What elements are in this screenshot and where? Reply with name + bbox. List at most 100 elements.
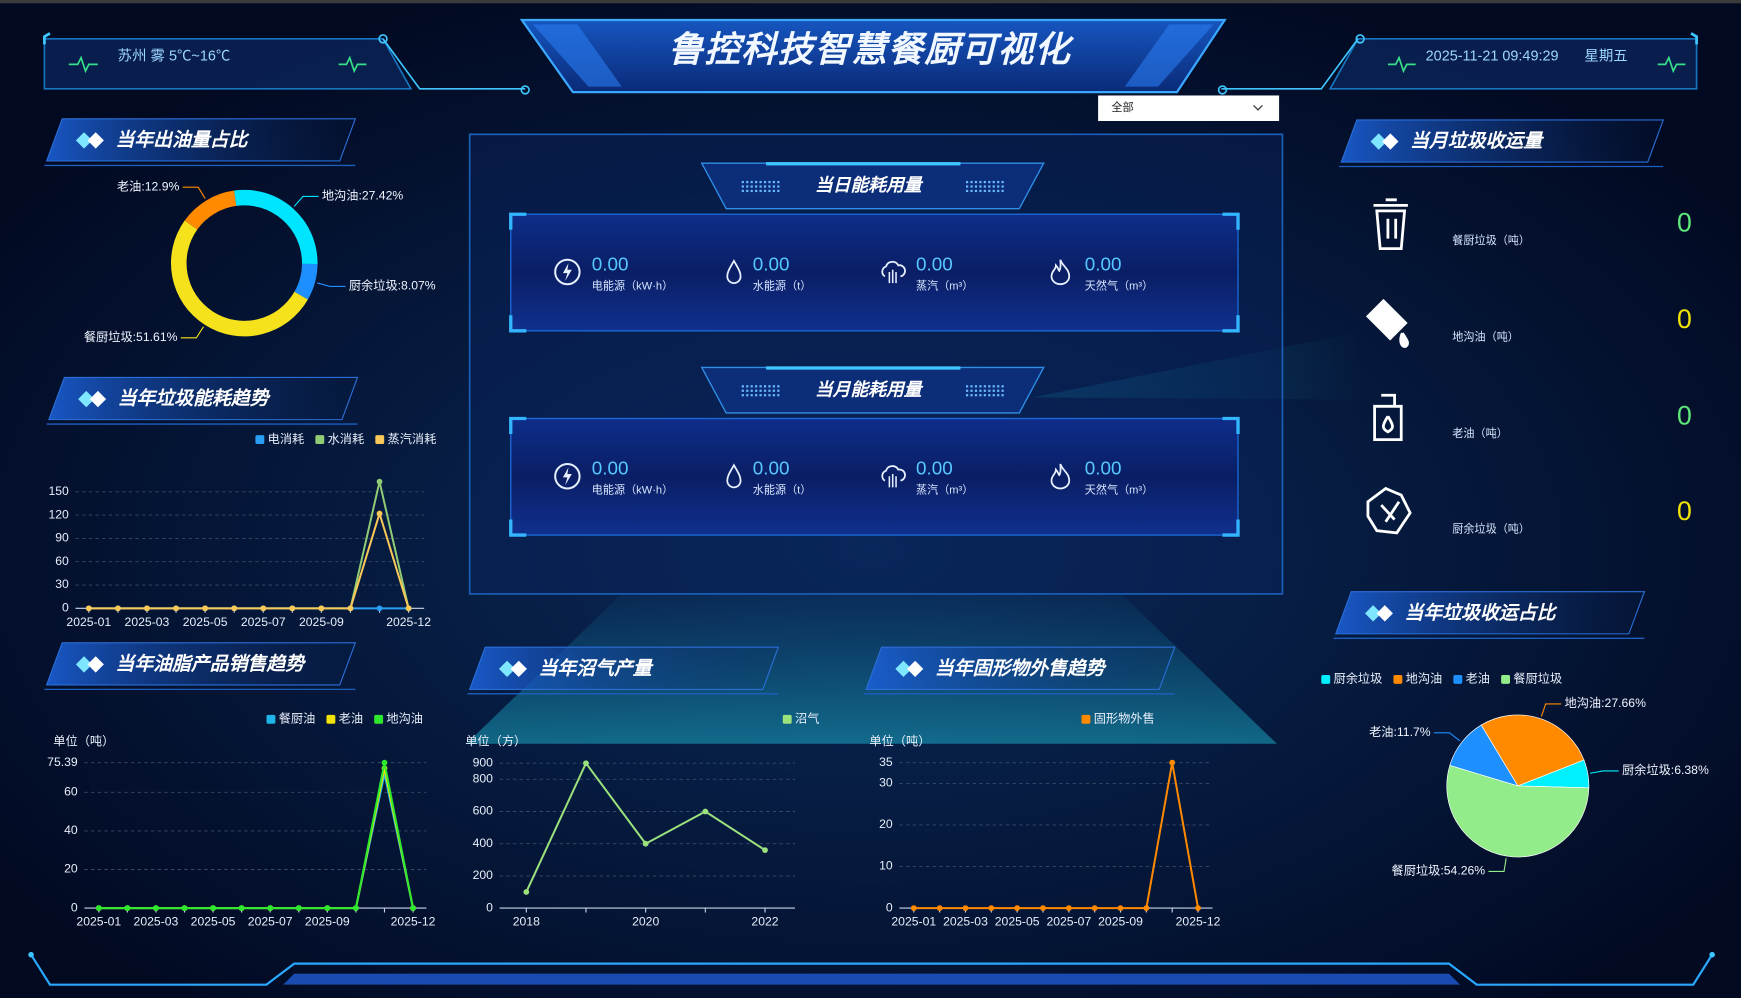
dropdown-box[interactable] (1098, 95, 1280, 122)
line-point (260, 605, 267, 612)
legend-label: 电消耗 (268, 432, 305, 446)
box-corner (509, 519, 527, 537)
legend-label: 蒸汽消耗 (388, 431, 437, 446)
dot-pattern (750, 185, 753, 188)
datetime: 2025-11-21 09:49:29 (1426, 48, 1559, 64)
line-point (1169, 759, 1176, 766)
label-line (1433, 732, 1461, 742)
dot-pattern (763, 394, 767, 397)
panel-title: 当年垃圾收运占比 (1405, 602, 1558, 623)
line-point (1117, 905, 1124, 911)
dot-pattern (759, 385, 762, 388)
energy-value: 0.00 (916, 458, 953, 479)
dot-pattern (755, 389, 758, 392)
filter-dropdown[interactable]: 全部 (1098, 95, 1280, 122)
dot-pattern (763, 389, 767, 392)
dot-pattern (741, 185, 744, 188)
line-point (1195, 905, 1201, 911)
energy-value: 0.00 (1085, 253, 1122, 274)
line-point (910, 905, 917, 911)
dot-pattern (1001, 185, 1004, 188)
trash-icon (1373, 198, 1408, 251)
dot-pattern (965, 385, 969, 388)
dot-pattern (970, 389, 973, 392)
dot-pattern (979, 394, 982, 397)
line-series (88, 510, 410, 610)
energy-label: 天然气（m³） (1085, 278, 1153, 292)
collection-value: 0 (1677, 304, 1692, 334)
dot-pattern (763, 185, 767, 188)
x-tick-label: 2025-07 (248, 915, 293, 929)
x-tick-label: 2025-01 (76, 915, 121, 929)
energy-title-glow (766, 162, 961, 166)
y-tick-label: 30 (879, 776, 893, 790)
energy-panels: 当日能耗用量 0.00 电能源（kW·h） 0.00 水能源（t） 0.00 蒸汽（m³） 0… (509, 162, 1240, 537)
dot-pattern (772, 394, 776, 397)
dot-pattern (777, 180, 780, 184)
collection-label: 地沟油（吨） (1452, 329, 1519, 343)
legend-label: 地沟油 (386, 712, 423, 726)
dot-pattern (1001, 394, 1004, 397)
line-point (95, 905, 102, 911)
legend-label: 老油 (1466, 672, 1490, 686)
dot-pattern (992, 180, 995, 184)
panel-title: 当月垃圾收运量 (1410, 130, 1544, 151)
dot-pattern (988, 189, 991, 193)
box-corner (1222, 519, 1240, 537)
slice-label: 地沟油:27.66% (1565, 696, 1647, 710)
panel-title: 当年固形物外售趋势 (935, 657, 1107, 678)
collection-label: 餐厨垃圾（吨） (1452, 233, 1530, 247)
dot-pattern (965, 394, 969, 397)
dot-pattern (763, 180, 767, 184)
dot-pattern (970, 385, 973, 388)
x-tick-label: 2025-12 (1176, 915, 1221, 929)
x-tick-label: 2025-05 (191, 915, 236, 929)
dot-pattern (750, 189, 753, 193)
line-point (231, 605, 238, 612)
dot-pattern (750, 385, 753, 388)
energy-label: 水能源（t） (753, 278, 812, 292)
dot-pattern (777, 389, 780, 392)
y-tick-label: 120 (48, 507, 69, 521)
dot-pattern (772, 189, 776, 193)
dot-pattern (768, 389, 771, 392)
dot-pattern (1001, 189, 1004, 193)
dot-pattern (741, 394, 744, 397)
y-axis-label: 单位（吨） (53, 733, 114, 748)
dot-pattern (755, 189, 758, 193)
box-corner (1222, 416, 1240, 435)
energy-label: 电能源（kW·h） (592, 278, 673, 292)
dot-pattern (974, 185, 978, 188)
x-tick-label: 2025-05 (995, 915, 1040, 929)
dot-pattern (750, 389, 753, 392)
dot-pattern (768, 394, 771, 397)
title-banner (1334, 591, 1646, 635)
y-tick-label: 60 (55, 554, 69, 568)
dropdown-value[interactable]: 全部 (1111, 100, 1133, 114)
line-point (583, 760, 589, 767)
x-tick-label: 2025-07 (1046, 915, 1091, 929)
legend-label: 老油 (339, 712, 363, 726)
dot-pattern (992, 389, 995, 392)
dropdown-arrow[interactable] (1253, 104, 1263, 111)
x-tick-label: 2022 (751, 915, 778, 929)
line-point (1040, 905, 1046, 911)
dot-pattern (974, 389, 978, 392)
label-line (182, 186, 206, 199)
dot-pattern (741, 385, 744, 388)
dot-pattern (992, 189, 995, 193)
slice-label: 厨余垃圾:8.07% (349, 278, 436, 293)
energy-value: 0.00 (1085, 458, 1122, 479)
dot-pattern (983, 385, 986, 388)
x-tick-label: 2025-03 (134, 915, 179, 929)
energy-label: 水能源（t） (753, 483, 812, 497)
line-point (1091, 905, 1098, 911)
x-tick-label: 2025-03 (125, 615, 170, 629)
dot-pattern (992, 185, 995, 188)
dot-pattern (1001, 180, 1004, 184)
y-tick-label: 0 (486, 900, 493, 914)
dot-pattern (768, 385, 771, 388)
legend-label: 厨余垃圾 (1334, 671, 1383, 686)
header-frame (43, 32, 1698, 95)
